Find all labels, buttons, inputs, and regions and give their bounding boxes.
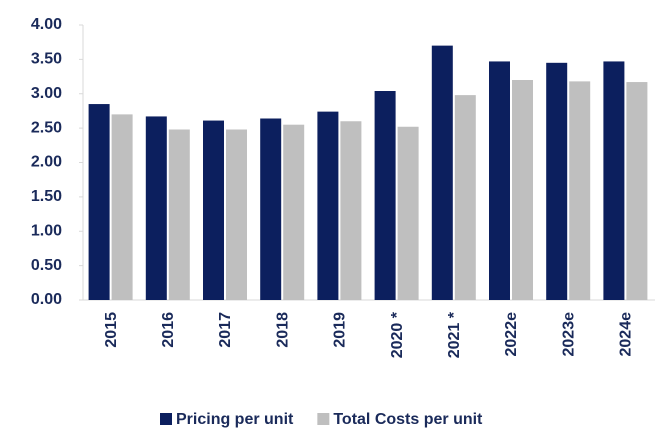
legend-swatch [160,413,172,425]
bar [431,45,453,300]
y-tick-label: 4.00 [31,16,62,33]
legend-swatch [317,413,330,425]
x-tick-label: 2022e [503,312,520,357]
bar [512,80,533,300]
bar [397,126,419,300]
bar [88,104,110,300]
y-tick-label: 2.00 [31,154,62,171]
bar [203,120,224,300]
bar [145,116,167,300]
bar [489,61,510,300]
bar [603,61,625,300]
y-tick-label: 0.00 [31,291,62,308]
x-tick-label: 2017 [217,312,234,348]
bar [569,81,591,300]
bar [168,129,190,300]
legend-label: Total Costs per unit [333,411,483,428]
bar [317,111,339,300]
x-tick-label: 2020 * [389,311,406,358]
x-tick-label: 2016 [160,312,177,348]
x-tick-label: 2015 [103,312,120,348]
y-tick-label: 1.50 [31,188,62,205]
y-tick-label: 0.50 [31,257,62,274]
bar [546,62,568,300]
x-tick-label: 2024e [618,312,635,357]
y-tick-label: 3.00 [31,85,62,102]
bar [260,118,282,300]
x-tick-label: 2018 [274,312,291,348]
bar [374,91,396,300]
bar [283,124,305,300]
x-tick-label: 2019 [332,312,349,348]
y-tick-label: 2.50 [31,119,62,136]
y-tick-label: 1.00 [31,222,62,239]
y-tick-label: 3.50 [31,51,62,68]
bar [340,121,362,300]
x-tick-label: 2023e [560,312,577,357]
legend-label: Pricing per unit [176,411,294,428]
bar [454,95,476,300]
bar [226,129,247,300]
bar [111,114,133,300]
x-tick-label: 2021 * [446,311,463,358]
bar [626,82,648,300]
